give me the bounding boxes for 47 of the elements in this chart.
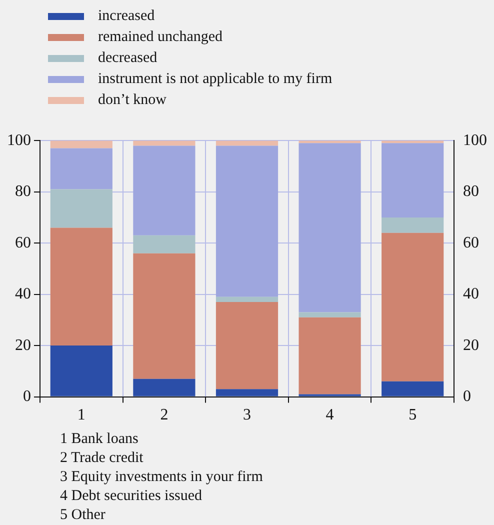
legend-label: increased [98,7,155,26]
y2-tick-label: 60 [463,234,479,252]
bar [382,381,444,396]
legend-label: don’t know [98,91,166,110]
y-tick-label: 80 [15,183,31,200]
bar [50,189,112,228]
y-tick-label: 20 [15,336,31,354]
y-tick-label: 100 [7,132,31,149]
bar [216,296,278,302]
bar [50,228,112,346]
y-tick-label: 60 [15,234,31,252]
y-tick-label: 0 [23,388,31,406]
bar [133,235,196,254]
bar [382,232,444,382]
y-tick-label: 40 [15,286,31,303]
bar [50,148,112,190]
text: 5 Other [60,506,106,525]
legend-label: decreased [98,49,158,68]
text: 2 Trade credit [60,449,144,468]
bar [298,317,361,394]
x-tick-label: 4 [326,406,334,424]
x-tick-label: 1 [77,406,86,424]
text: 3 Equity investments in your firm [60,468,263,487]
bar [133,253,196,379]
y2-tick-label: 80 [463,183,479,200]
bar [298,143,361,312]
bar [298,312,361,318]
bar [133,146,196,236]
legend-label: remained unchanged [98,28,223,47]
legend-label: instrument is not applicable to my firm [98,70,332,89]
y2-tick-label: 20 [463,336,479,354]
x-tick-label: 3 [243,406,251,424]
bar [216,389,278,396]
text: 4 Debt securities issued [60,487,204,506]
bar [50,140,112,148]
bar [216,146,278,297]
bar [133,378,196,396]
bar [50,346,112,396]
bar [382,217,444,233]
y2-tick-label: 0 [463,388,471,406]
y2-tick-label: 40 [463,286,479,303]
text: 1 Bank loans [60,430,140,449]
bar [382,143,444,218]
x-tick-label: 5 [408,406,417,424]
bar [216,302,278,390]
y2-tick-label: 100 [463,132,487,149]
x-tick-label: 2 [160,406,168,424]
